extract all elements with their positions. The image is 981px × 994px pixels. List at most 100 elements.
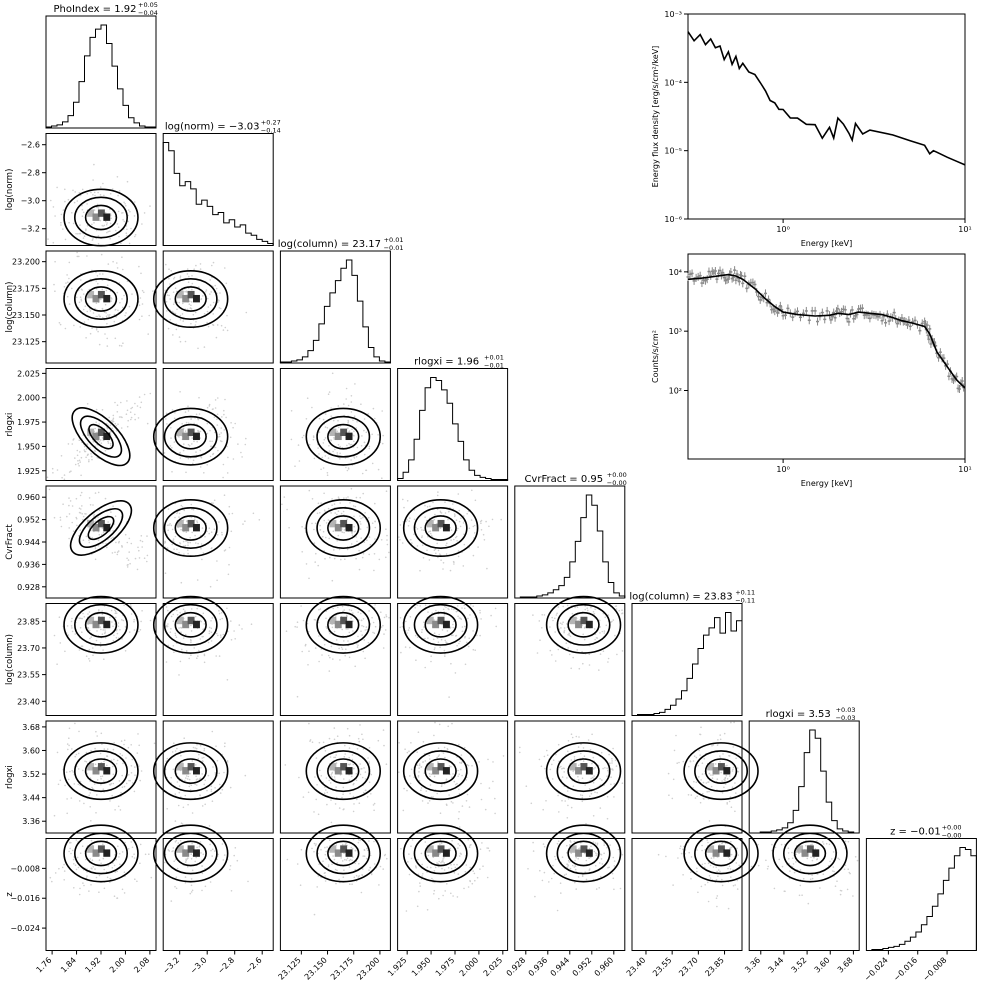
sample-point [344, 654, 347, 657]
sample-point [196, 607, 198, 610]
sample-point [214, 787, 216, 789]
sample-point [190, 630, 193, 632]
density-cell [193, 432, 200, 441]
sample-point [234, 847, 237, 849]
sample-point [460, 768, 462, 771]
sample-point [79, 780, 82, 783]
sample-point [82, 293, 85, 295]
sample-point [76, 454, 79, 457]
sample-point [85, 229, 87, 232]
sample-point [174, 634, 177, 637]
sample-point [126, 400, 128, 402]
sample-point [323, 492, 325, 495]
sample-point [107, 442, 110, 444]
sample-point [326, 791, 329, 794]
density-cell [437, 845, 445, 853]
sample-point [429, 530, 432, 532]
sample-point [585, 822, 587, 825]
sample-point [214, 431, 216, 434]
sample-point [173, 278, 175, 280]
y-tick-label: 3.60 [22, 746, 40, 755]
sample-point [126, 280, 129, 283]
sample-point [568, 634, 571, 636]
sample-point [346, 548, 349, 551]
sample-point [370, 793, 372, 795]
sample-point [569, 635, 572, 638]
sample-point [320, 468, 322, 471]
hist-err-plus: +0.27 [261, 119, 281, 127]
sample-point [336, 735, 339, 737]
sample-point [167, 849, 170, 851]
sample-point [328, 670, 331, 672]
sample-point [189, 638, 192, 641]
sample-point [421, 631, 423, 633]
sample-point [229, 868, 231, 871]
sample-point [472, 605, 475, 607]
sample-point [101, 610, 103, 612]
sample-point [171, 447, 173, 449]
contour-level-3 [305, 824, 382, 883]
sample-point [852, 895, 854, 897]
sample-point [420, 789, 422, 792]
sample-point [329, 782, 332, 784]
sample-point [126, 228, 128, 231]
sample-point [613, 796, 615, 798]
sample-point [584, 852, 586, 855]
contour-level-2 [163, 603, 218, 646]
sample-point [106, 345, 109, 347]
sample-point [184, 340, 187, 343]
sample-point [121, 545, 123, 548]
sample-point [199, 744, 202, 747]
sample-point [141, 303, 144, 305]
density-cell [329, 519, 337, 528]
density-cell [187, 845, 195, 853]
hist-err-minus: −0.14 [261, 127, 281, 135]
sample-point [130, 765, 133, 767]
sample-point [569, 867, 572, 870]
sample-point [313, 618, 316, 621]
sample-point [351, 859, 353, 862]
sample-point [130, 841, 133, 843]
sample-point [138, 549, 140, 552]
sample-point [426, 549, 428, 552]
y-tick-label: −0.016 [10, 894, 40, 903]
sample-point [206, 789, 208, 792]
sample-point [486, 567, 488, 570]
sample-point [453, 620, 455, 623]
sample-point [614, 759, 617, 762]
sample-point [424, 504, 426, 507]
sample-point [206, 406, 209, 409]
sample-point [328, 779, 331, 782]
sample-point [59, 323, 62, 326]
sample-point [88, 657, 90, 660]
sample-point [352, 419, 354, 421]
sample-point [106, 764, 108, 767]
sample-point [92, 238, 94, 240]
sample-point [69, 847, 71, 850]
sample-point [99, 439, 102, 441]
sample-point [198, 649, 200, 652]
sample-point [216, 413, 219, 416]
sample-point [339, 502, 342, 504]
sample-point [332, 607, 335, 610]
sample-point [213, 499, 216, 502]
sample-point [224, 398, 226, 401]
sample-point [95, 639, 98, 642]
sample-point [350, 401, 353, 403]
sample-point [787, 852, 790, 854]
density-cell [329, 763, 337, 771]
sample-point [71, 748, 73, 750]
sample-point [85, 858, 87, 861]
sample-point [550, 877, 553, 880]
sample-point [458, 855, 461, 857]
sample-point [598, 887, 600, 889]
sample-point [99, 273, 101, 275]
sample-point [671, 797, 674, 800]
sample-point [117, 550, 120, 552]
sample-point [321, 654, 323, 656]
sample-point [137, 733, 139, 735]
sample-point [352, 630, 354, 632]
sample-point [180, 631, 182, 633]
contour-level-1 [327, 515, 360, 541]
sample-point [324, 558, 326, 560]
